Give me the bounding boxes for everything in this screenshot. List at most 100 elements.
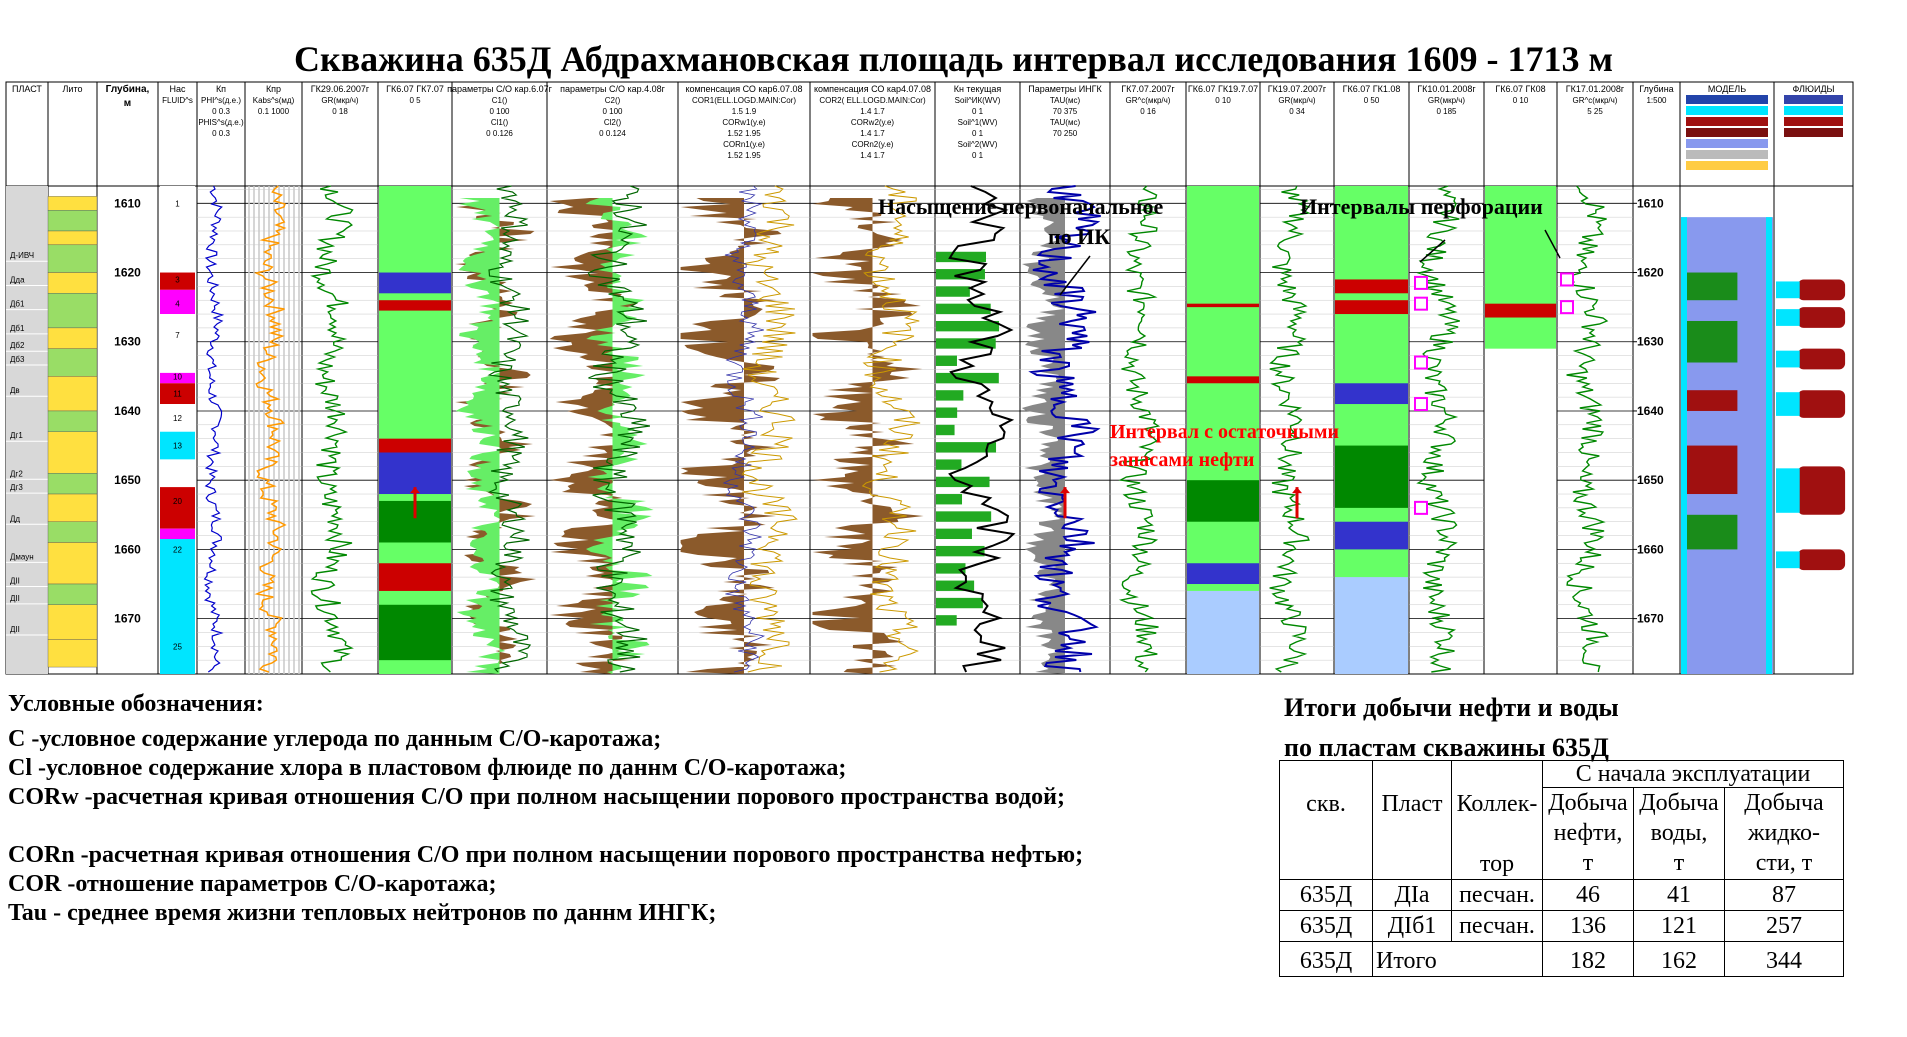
residual-arrow-head xyxy=(1060,487,1070,494)
gr-diff-band xyxy=(1485,186,1556,349)
cor-fill xyxy=(680,198,782,674)
soil-bar xyxy=(936,372,999,384)
corn-curve xyxy=(722,185,766,673)
col-liquid-header: Добыча жидко- сти, т xyxy=(1724,787,1844,880)
soil-bar xyxy=(936,615,957,626)
col-oil-line: т xyxy=(1582,850,1594,877)
track-header-comp1: 1.52 1.95 xyxy=(727,151,761,160)
track-header-kn: 0 1 xyxy=(972,107,984,116)
gr-diff-band xyxy=(379,272,451,294)
cor-fill xyxy=(812,198,924,674)
legend-line: Cl -условное содержание хлора в пластово… xyxy=(8,755,847,781)
model-band xyxy=(1681,272,1738,301)
track-header-gk4: ГК6.07 ГК19.7.07 xyxy=(1188,84,1258,94)
gr-curve xyxy=(1269,185,1311,673)
lithology-band xyxy=(47,196,98,211)
layer-label: ДII xyxy=(10,625,20,634)
soil-bar xyxy=(936,528,972,540)
depth-tick-label: 1620 xyxy=(114,266,141,280)
log-frame xyxy=(5,81,1854,675)
lithology-band xyxy=(47,348,98,377)
soil-bar xyxy=(936,563,966,574)
table-row: 635Д ДIб1 песчан. 136 121 257 xyxy=(1279,910,1844,942)
saturation-number: 12 xyxy=(173,414,182,423)
cell-water: 121 xyxy=(1633,910,1725,942)
cell-liquid: 87 xyxy=(1724,879,1844,911)
track-header-kp: 0 0.3 xyxy=(212,107,230,116)
lithology-band xyxy=(47,604,98,640)
track-header-gk8: 0 10 xyxy=(1513,96,1529,105)
kpr-curve xyxy=(253,185,287,673)
annotation-residual-line1: Интервал с остаточными xyxy=(1110,421,1339,443)
cell-collector: песчан. xyxy=(1451,910,1543,942)
soil-bar xyxy=(936,424,955,436)
col-water-line: т xyxy=(1673,850,1685,877)
lithology-band xyxy=(47,293,98,329)
track-header-kpr: Кпр xyxy=(266,84,281,94)
track-header-kn: Soil^ИК(WV) xyxy=(955,96,1001,105)
model-legend-swatch xyxy=(1686,139,1768,148)
fluid-oil xyxy=(1797,279,1846,301)
annotation-residual-line2: запасами нефти xyxy=(1110,449,1254,471)
fluid-water xyxy=(1776,468,1800,513)
layer-label: ДII xyxy=(10,594,20,603)
saturation-band xyxy=(160,383,195,405)
fluid-water xyxy=(1776,350,1800,368)
saturation-number: 3 xyxy=(175,275,180,284)
track-header-comp1: CORn1(у.е) xyxy=(723,140,765,149)
track-header-lito: Лито xyxy=(63,84,83,94)
track-header-kpr: 0.1 1000 xyxy=(258,107,290,116)
fluid-water xyxy=(1776,392,1800,416)
perforation-marker xyxy=(1414,397,1428,412)
track-header-comp1: компенсация СО кар6.07.08 xyxy=(685,84,802,94)
lithology-band xyxy=(47,493,98,522)
co-curve xyxy=(587,185,650,673)
cell-layer: ДIб1 xyxy=(1372,910,1452,942)
track-header-gk3: GR^c(мкр/ч) xyxy=(1126,96,1171,105)
legend-line xyxy=(8,812,1248,841)
track-header-comp1: 1.52 1.95 xyxy=(727,129,761,138)
gr-diff-band xyxy=(1335,577,1408,674)
track-header-ingk: 70 250 xyxy=(1053,129,1078,138)
cell-layer: Итого xyxy=(1372,941,1543,977)
model-legend-swatch xyxy=(1686,161,1768,170)
lithology-band xyxy=(47,327,98,349)
cell-well: 635Д xyxy=(1279,910,1373,942)
track-header-nas: FLUID^s xyxy=(162,96,193,105)
track-header-gk1: 0 18 xyxy=(332,107,348,116)
track-header-comp2: 1.4 1.7 xyxy=(860,129,885,138)
lithology-band xyxy=(47,639,98,668)
saturation-band xyxy=(160,528,195,540)
model-legend-swatch xyxy=(1686,106,1768,115)
track-header-gk1: GR(мкр/ч) xyxy=(321,96,359,105)
saturation-band xyxy=(160,289,195,315)
track-header-kn: Soil^2(WV) xyxy=(958,140,998,149)
gr-diff-band xyxy=(379,300,451,311)
perforation-marker xyxy=(1414,275,1428,290)
soil-bar xyxy=(936,580,975,591)
depth-tick-label: 1660 xyxy=(114,542,141,556)
depth-tick-label: 1610 xyxy=(114,196,141,210)
soil-bar xyxy=(936,355,957,366)
page-title: Скважина 635Д Абдрахмановская площадь ин… xyxy=(293,39,1614,79)
fluid-legend-swatch xyxy=(1784,106,1843,115)
saturation-number: 1 xyxy=(175,199,180,208)
track-header-co1: 0 0.126 xyxy=(486,129,513,138)
fluid-oil xyxy=(1797,348,1846,370)
col-collector-line: тор xyxy=(1479,851,1515,877)
col-layer-header: Пласт xyxy=(1372,760,1452,880)
perforation-marker xyxy=(1560,272,1574,287)
track-header-gk9: GR^c(мкр/ч) xyxy=(1573,96,1618,105)
col-liquid-line: Добыча xyxy=(1744,790,1824,817)
saturation-number: 4 xyxy=(175,300,180,309)
track-header-kpr: Kabs^s(мд) xyxy=(253,96,295,105)
legend-line: COR -отношение параметров С/О-каротажа; xyxy=(8,871,497,897)
lithology-band xyxy=(47,244,98,273)
chlorine-fill xyxy=(455,198,506,674)
track-header-comp2: компенсация СО кар4.07.08 xyxy=(814,84,931,94)
legend-line: С -условное содержание углерода по данны… xyxy=(8,726,662,752)
track-header-kp: Кп xyxy=(216,84,226,94)
track-header-gk7: 0 185 xyxy=(1436,107,1457,116)
model-band xyxy=(1681,390,1738,411)
track-header-comp2: COR2( ELL.LOGD.MAIN:Cor) xyxy=(819,96,926,105)
